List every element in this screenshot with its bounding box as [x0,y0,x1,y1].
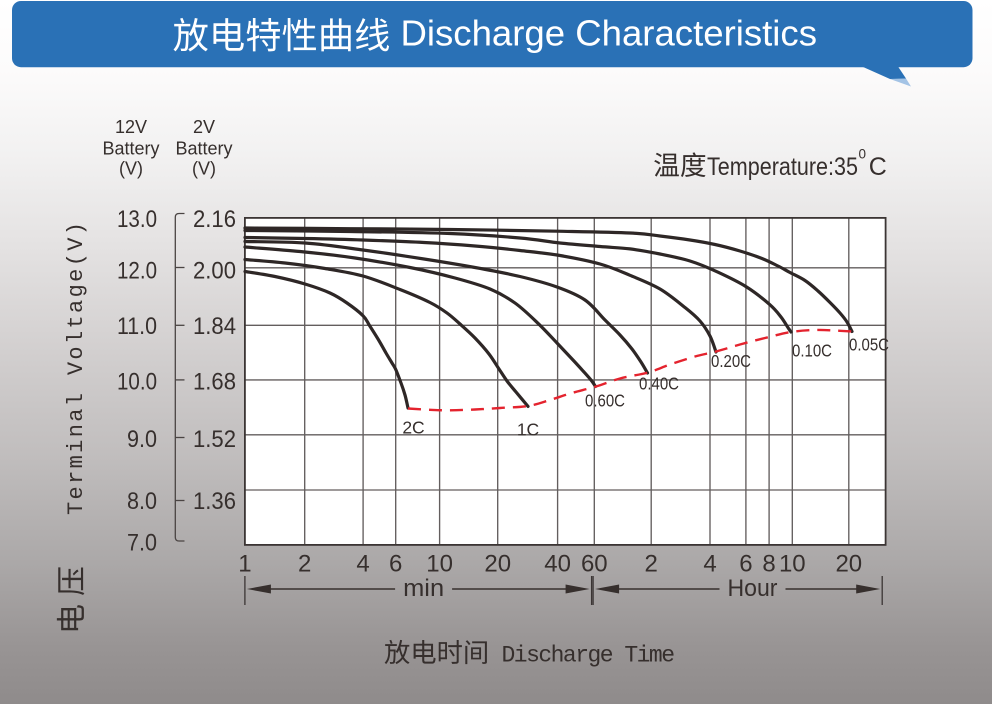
svg-text:Hour: Hour [728,575,778,602]
svg-text:11.0: 11.0 [117,313,157,340]
svg-text:0.05C: 0.05C [849,334,889,354]
svg-text:1: 1 [238,551,251,578]
svg-text:Terminal Voltage(V): Terminal Voltage(V) [64,222,89,515]
svg-text:20: 20 [484,551,511,578]
svg-text:9.0: 9.0 [127,426,157,453]
svg-text:1C: 1C [517,419,539,439]
svg-text:40: 40 [544,551,571,578]
svg-text:0: 0 [859,147,867,162]
svg-text:1.84: 1.84 [193,313,236,340]
svg-text:10: 10 [426,551,453,578]
svg-text:1.68: 1.68 [193,369,236,396]
svg-text:C: C [869,153,887,181]
svg-text:8.0: 8.0 [127,488,157,515]
svg-text:13.0: 13.0 [117,206,157,233]
svg-text:0.40C: 0.40C [639,373,679,393]
svg-text:12V: 12V [115,117,147,137]
svg-text:Battery: Battery [175,138,232,158]
svg-text:2V: 2V [193,117,215,137]
svg-text:2: 2 [298,551,311,578]
svg-text:(V): (V) [192,159,216,179]
svg-text:0.10C: 0.10C [792,340,832,360]
svg-text:20: 20 [835,551,862,578]
svg-text:10: 10 [779,551,806,578]
svg-text:7.0: 7.0 [127,530,157,557]
svg-text:10.0: 10.0 [117,369,157,396]
svg-text:2.00: 2.00 [193,258,236,285]
svg-text:Discharge Characteristics: Discharge Characteristics [401,13,818,54]
svg-text:6: 6 [739,551,752,578]
svg-text:8: 8 [762,551,775,578]
svg-text:0.20C: 0.20C [711,351,751,371]
svg-text:min: min [403,575,444,602]
svg-text:Battery: Battery [102,138,159,158]
svg-text:1.36: 1.36 [193,488,236,515]
svg-text:2.16: 2.16 [193,206,236,233]
svg-text:2: 2 [645,551,658,578]
svg-text:Temperature:35: Temperature:35 [707,153,858,181]
svg-text:4: 4 [356,551,369,578]
svg-text:1.52: 1.52 [193,426,236,453]
svg-text:60: 60 [581,551,608,578]
svg-text:Discharge Time: Discharge Time [502,643,676,669]
svg-text:(V): (V) [119,159,143,179]
svg-text:4: 4 [703,551,716,578]
svg-text:6: 6 [389,551,402,578]
svg-text:12.0: 12.0 [117,258,157,285]
svg-text:2C: 2C [402,417,424,437]
svg-text:0.60C: 0.60C [585,390,625,410]
